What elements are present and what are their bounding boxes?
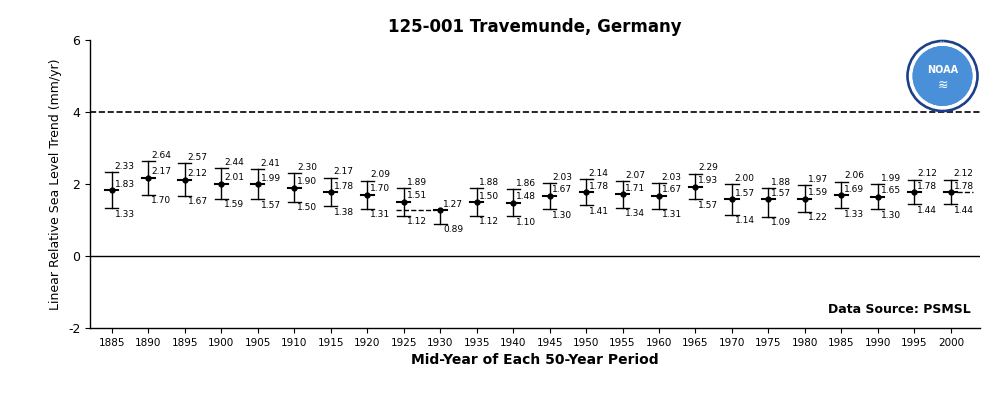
- Text: 1.99: 1.99: [261, 174, 281, 183]
- Text: 1.57: 1.57: [261, 201, 281, 210]
- Text: 2.30: 2.30: [297, 163, 317, 172]
- Text: 1.10: 1.10: [516, 218, 536, 227]
- Text: 1.50: 1.50: [479, 192, 500, 201]
- Text: 1.59: 1.59: [808, 188, 828, 197]
- Text: 2.14: 2.14: [589, 168, 609, 178]
- Text: 2.41: 2.41: [261, 159, 280, 168]
- Text: ...: ...: [940, 38, 945, 43]
- Text: 1.78: 1.78: [589, 182, 609, 190]
- Text: 1.78: 1.78: [954, 182, 974, 190]
- Text: 1.88: 1.88: [479, 178, 500, 187]
- Text: 1.57: 1.57: [735, 189, 755, 198]
- Y-axis label: Linear Relative Sea Level Trend (mm/yr): Linear Relative Sea Level Trend (mm/yr): [49, 58, 62, 310]
- Text: 1.33: 1.33: [115, 210, 135, 218]
- Text: 1.59: 1.59: [224, 200, 244, 209]
- Text: 2.03: 2.03: [552, 172, 572, 182]
- Text: 1.30: 1.30: [881, 210, 901, 220]
- Text: 1.88: 1.88: [771, 178, 791, 187]
- Text: 1.31: 1.31: [662, 210, 682, 219]
- Text: 1.44: 1.44: [917, 206, 937, 214]
- Text: 1.70: 1.70: [370, 184, 390, 194]
- Text: 1.31: 1.31: [370, 210, 390, 219]
- Text: 1.51: 1.51: [406, 191, 427, 200]
- Text: Data Source: PSMSL: Data Source: PSMSL: [828, 304, 971, 316]
- Text: 1.12: 1.12: [406, 217, 426, 226]
- Text: 2.03: 2.03: [662, 172, 682, 182]
- Text: 1.71: 1.71: [625, 184, 645, 193]
- Text: 2.12: 2.12: [917, 169, 937, 178]
- Text: 2.12: 2.12: [188, 169, 207, 178]
- Text: 1.57: 1.57: [771, 189, 791, 198]
- Circle shape: [907, 40, 978, 112]
- Title: 125-001 Travemunde, Germany: 125-001 Travemunde, Germany: [388, 18, 682, 36]
- Text: 2.29: 2.29: [698, 163, 718, 172]
- Text: 1.65: 1.65: [881, 186, 901, 195]
- Text: 1.70: 1.70: [151, 196, 171, 205]
- Text: 1.41: 1.41: [589, 207, 609, 216]
- Text: 2.01: 2.01: [224, 173, 244, 182]
- Circle shape: [913, 47, 972, 105]
- Text: 1.34: 1.34: [625, 209, 645, 218]
- Text: 1.67: 1.67: [188, 197, 208, 206]
- Text: 1.78: 1.78: [917, 182, 937, 190]
- Text: 1.86: 1.86: [516, 179, 536, 188]
- Text: 2.33: 2.33: [115, 162, 135, 171]
- Text: 1.09: 1.09: [771, 218, 791, 227]
- Text: 2.57: 2.57: [188, 153, 208, 162]
- Text: 1.14: 1.14: [735, 216, 755, 225]
- Text: 1.27: 1.27: [443, 200, 463, 209]
- Text: 1.89: 1.89: [406, 178, 427, 186]
- Text: 1.22: 1.22: [808, 214, 828, 222]
- Text: 2.07: 2.07: [625, 171, 645, 180]
- Text: 1.57: 1.57: [698, 201, 718, 210]
- Text: 1.99: 1.99: [881, 174, 901, 183]
- Text: 1.83: 1.83: [115, 180, 135, 189]
- Text: 1.48: 1.48: [516, 192, 536, 201]
- Text: 2.00: 2.00: [735, 174, 755, 183]
- Text: 1.44: 1.44: [954, 206, 973, 214]
- Text: 1.33: 1.33: [844, 210, 864, 218]
- Text: 0.89: 0.89: [443, 225, 463, 234]
- Text: 2.64: 2.64: [151, 150, 171, 160]
- Text: 1.78: 1.78: [334, 182, 354, 190]
- X-axis label: Mid-Year of Each 50-Year Period: Mid-Year of Each 50-Year Period: [411, 353, 659, 367]
- Text: 1.97: 1.97: [808, 175, 828, 184]
- Text: 2.09: 2.09: [370, 170, 390, 179]
- Text: 1.50: 1.50: [297, 203, 317, 212]
- Text: 1.93: 1.93: [698, 176, 718, 185]
- Text: 2.17: 2.17: [334, 168, 354, 176]
- Text: 2.17: 2.17: [151, 168, 171, 176]
- Text: NOAA: NOAA: [927, 65, 958, 75]
- Text: 2.12: 2.12: [954, 169, 973, 178]
- Text: 2.06: 2.06: [844, 172, 864, 180]
- Circle shape: [913, 47, 972, 105]
- Text: 1.38: 1.38: [334, 208, 354, 217]
- Text: 1.67: 1.67: [662, 186, 682, 194]
- Text: 1.90: 1.90: [297, 177, 317, 186]
- Text: ≋: ≋: [937, 79, 948, 92]
- Text: 2.44: 2.44: [224, 158, 244, 167]
- Circle shape: [910, 43, 976, 109]
- Text: 1.12: 1.12: [479, 217, 499, 226]
- Text: 1.69: 1.69: [844, 185, 864, 194]
- Text: 1.67: 1.67: [552, 186, 572, 194]
- Text: 1.30: 1.30: [552, 210, 572, 220]
